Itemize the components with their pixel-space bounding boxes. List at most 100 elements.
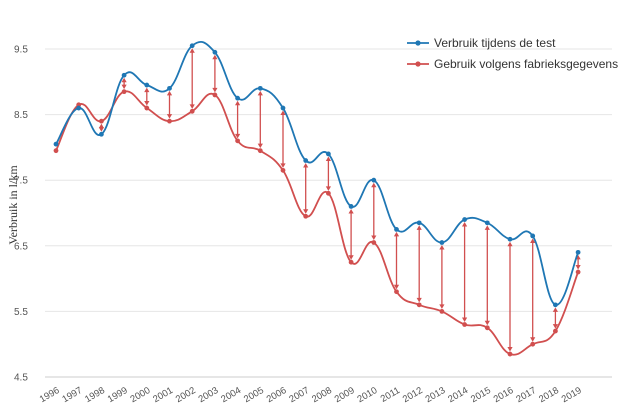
data-point-series-2 [326, 190, 331, 196]
difference-arrow [98, 123, 104, 132]
data-point-series-2 [76, 102, 82, 108]
data-point-series-2 [167, 118, 172, 124]
difference-arrows [98, 48, 581, 352]
arrow-head-up [98, 123, 104, 129]
data-point-series-1 [575, 249, 581, 255]
data-point-series-2 [257, 148, 263, 154]
y-tick-label: 5.5 [14, 307, 28, 318]
y-tick-label: 4.5 [14, 373, 28, 384]
arrow-head-down [303, 209, 309, 214]
data-point-series-2 [416, 302, 422, 308]
x-tick-label: 2007 [287, 385, 311, 405]
series-line-1 [55, 40, 579, 306]
x-tick-label: 2011 [379, 385, 402, 405]
difference-arrow [235, 100, 241, 139]
legend: Verbruik tijdens de test Gebruik volgens… [407, 36, 618, 71]
series-points [53, 43, 581, 357]
arrow-head-down [552, 324, 558, 329]
data-point-series-2 [507, 351, 513, 357]
difference-arrow [303, 163, 309, 214]
x-tick-label: 1996 [38, 385, 62, 405]
x-tick-label: 2003 [197, 385, 221, 405]
difference-arrow [144, 87, 150, 106]
arrow-head-down [416, 297, 422, 303]
x-tick-label: 1998 [83, 385, 107, 405]
arrow-head-down [166, 114, 173, 119]
data-point-series-1 [99, 131, 104, 137]
arrow-head-up [235, 100, 241, 106]
arrow-head-down [325, 186, 331, 191]
data-point-series-1 [257, 85, 263, 91]
y-tick-label: 9.5 [14, 45, 28, 56]
data-point-series-2 [280, 167, 286, 173]
x-tick-label: 2017 [514, 385, 538, 405]
difference-arrow [166, 90, 173, 119]
series-lines [55, 40, 579, 356]
data-point-series-2 [212, 92, 218, 98]
arrow-head-up [144, 87, 150, 93]
arrow-head-up [552, 307, 558, 312]
data-point-series-1 [235, 95, 241, 101]
x-axis-ticks: 1996199719981999200020012002200320042005… [38, 385, 584, 405]
difference-arrow [348, 208, 354, 260]
data-point-series-2 [394, 289, 399, 295]
data-point-series-2 [530, 341, 536, 347]
y-axis-label: Verbruik in l/km [6, 165, 20, 245]
x-tick-label: 2001 [151, 385, 175, 405]
arrow-head-down [530, 337, 536, 342]
arrow-head-down [348, 255, 354, 260]
arrow-head-up [507, 241, 513, 247]
difference-arrow [325, 156, 331, 191]
data-point-series-1 [212, 49, 218, 55]
arrow-head-down [371, 235, 377, 241]
data-point-series-1 [553, 302, 558, 308]
x-tick-label: 2018 [537, 385, 561, 405]
data-point-series-2 [53, 148, 59, 154]
difference-arrow [462, 222, 468, 323]
arrow-head-down [507, 347, 513, 352]
x-tick-label: 2009 [333, 385, 357, 405]
arrow-head-down [98, 127, 104, 132]
difference-arrow [189, 48, 195, 109]
x-tick-label: 2006 [265, 385, 289, 405]
x-tick-label: 2000 [128, 385, 152, 405]
arrow-head-up [393, 231, 400, 237]
arrow-head-up [462, 222, 468, 227]
arrow-head-up [439, 245, 445, 250]
data-point-series-1 [416, 220, 422, 226]
data-point-series-1 [53, 141, 59, 147]
x-tick-label: 2004 [219, 385, 243, 405]
x-tick-label: 2010 [355, 385, 379, 405]
difference-arrow [552, 307, 558, 329]
arrow-head-up [257, 90, 263, 96]
arrow-head-up [325, 156, 331, 161]
data-point-series-1 [371, 177, 377, 183]
data-point-series-2 [144, 105, 150, 111]
data-point-series-1 [303, 158, 309, 163]
legend-label-series-2: Gebruik volgens fabrieksgegevens [434, 57, 618, 71]
arrow-head-down [439, 304, 445, 309]
data-point-series-1 [326, 151, 331, 157]
difference-arrow [530, 238, 536, 342]
arrow-head-down [462, 317, 468, 323]
x-tick-label: 2015 [469, 385, 493, 405]
difference-arrow [484, 225, 490, 326]
legend-marker-series-2 [415, 61, 421, 67]
difference-arrow [121, 77, 127, 90]
arrow-head-up [416, 225, 422, 230]
x-tick-label: 2005 [242, 385, 266, 405]
x-tick-label: 2014 [446, 385, 470, 405]
gridlines [45, 48, 612, 378]
y-tick-label: 7.5 [14, 176, 28, 187]
x-tick-label: 2008 [310, 385, 334, 405]
difference-arrow [393, 231, 400, 290]
data-point-series-1 [189, 43, 195, 49]
data-point-series-1 [394, 227, 399, 232]
difference-arrow [280, 110, 286, 168]
arrow-head-down [144, 101, 150, 106]
data-point-series-1 [121, 72, 127, 78]
data-point-series-2 [348, 259, 354, 265]
data-point-series-1 [280, 105, 286, 111]
data-point-series-2 [303, 213, 309, 219]
arrow-head-down [121, 84, 127, 90]
